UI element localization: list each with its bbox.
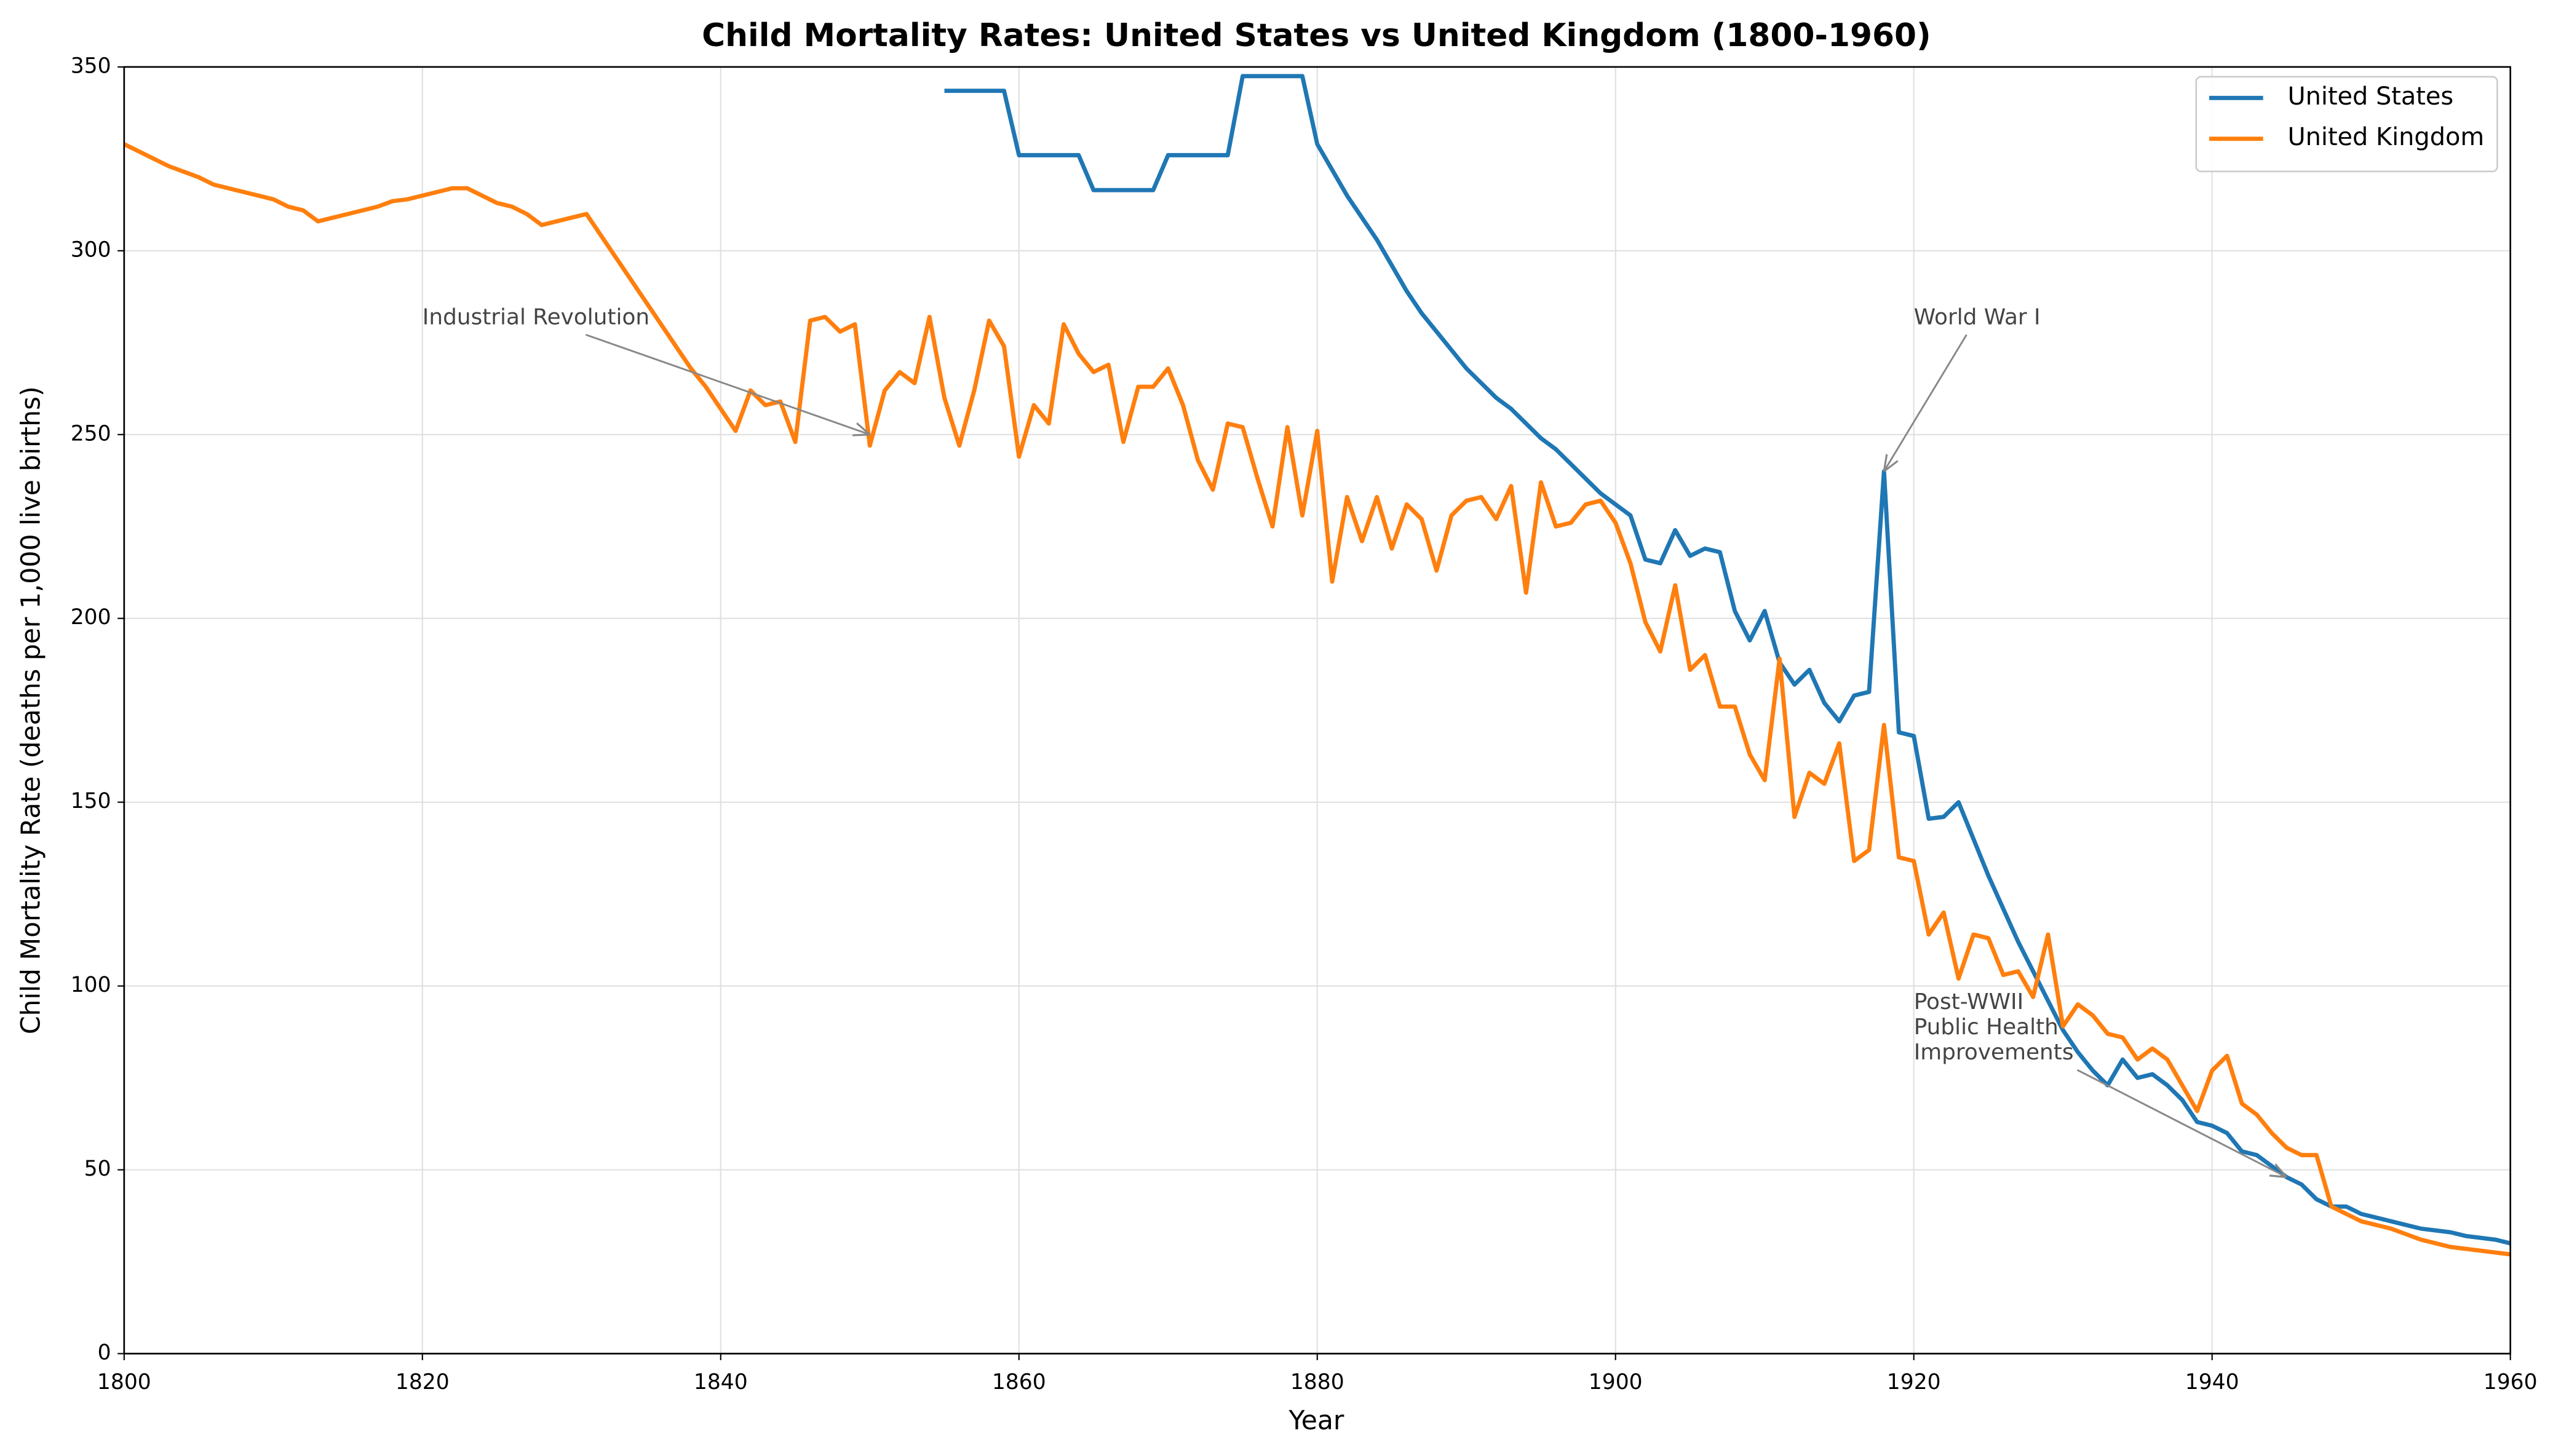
y-tick-label: 150 xyxy=(71,789,111,813)
annotation-text: Post-WWII xyxy=(1914,989,2024,1015)
annotation-arrow xyxy=(2076,1069,2287,1177)
x-tick-label: 1940 xyxy=(2185,1370,2239,1395)
y-axis-label: Child Mortality Rate (deaths per 1,000 l… xyxy=(17,386,47,1034)
series-line xyxy=(944,74,2511,1246)
annotation-text: World War I xyxy=(1914,304,2041,330)
x-tick-label: 1960 xyxy=(2484,1370,2538,1395)
y-tick-label: 250 xyxy=(71,421,111,446)
annotation-arrow xyxy=(585,333,870,434)
series-line xyxy=(124,142,2511,1257)
annotation-arrow xyxy=(1884,334,1967,471)
y-tick-label: 100 xyxy=(71,973,111,997)
ticks: 0 50 100 150 200 250 300 350 1800 1820 1840 1860 188… xyxy=(71,53,2538,1394)
annotations: Industrial Revolution World War I Post-WWI… xyxy=(423,304,2287,1177)
x-tick-label: 1880 xyxy=(1290,1370,1344,1395)
annotation: World War I xyxy=(1884,304,2041,471)
legend-label: United States xyxy=(2287,82,2453,111)
plot-lines xyxy=(124,74,2511,1257)
y-tick-label: 50 xyxy=(84,1157,111,1181)
y-tick-label: 300 xyxy=(71,237,111,262)
annotation-text: Public Health xyxy=(1914,1015,2059,1040)
annotation-text: Improvements xyxy=(1914,1040,2074,1065)
x-tick-label: 1900 xyxy=(1589,1370,1643,1395)
x-axis-label: Year xyxy=(1288,1406,1344,1436)
x-tick-label: 1920 xyxy=(1887,1370,1941,1395)
y-tick-label: 200 xyxy=(71,605,111,630)
x-tick-label: 1820 xyxy=(395,1370,450,1395)
legend-item: United Kingdom xyxy=(2209,123,2484,151)
chart-title: Child Mortality Rates: United States vs … xyxy=(702,17,1931,54)
legend-label: United Kingdom xyxy=(2287,123,2484,151)
legend-box xyxy=(2195,76,2498,173)
plot-frame xyxy=(123,66,2511,1355)
x-tick-label: 1800 xyxy=(97,1370,151,1395)
x-tick-label: 1860 xyxy=(992,1370,1046,1395)
legend: United States United Kingdom xyxy=(2195,76,2498,173)
x-tick-label: 1840 xyxy=(694,1370,748,1395)
y-tick-label: 0 xyxy=(98,1340,111,1365)
y-tick-label: 350 xyxy=(71,53,111,78)
legend-item: United States xyxy=(2209,82,2453,111)
annotation: Industrial Revolution xyxy=(423,304,870,434)
annotation-text: Industrial Revolution xyxy=(423,304,649,330)
